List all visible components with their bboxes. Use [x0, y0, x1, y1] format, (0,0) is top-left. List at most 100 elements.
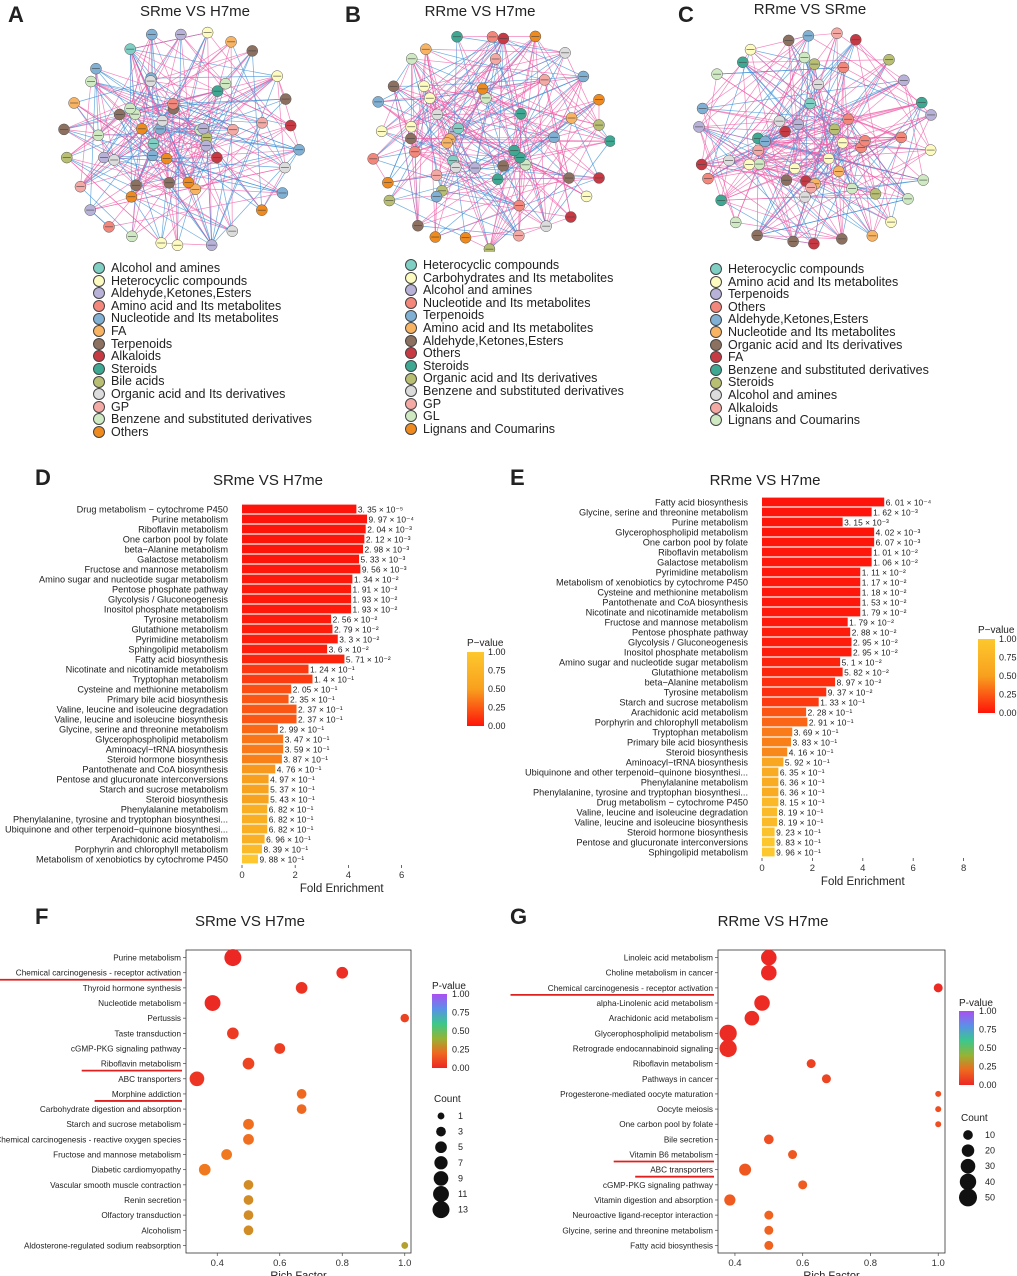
- network-edge: [441, 88, 483, 191]
- category-label: Sphingolipid metabolism: [648, 847, 748, 857]
- category-label: Ubiquinone and other terpenoid−quinone b…: [525, 767, 748, 777]
- bar: [242, 804, 268, 814]
- network-edge: [161, 242, 212, 246]
- legend-gradient: [959, 1011, 974, 1085]
- data-label: 9. 37 × 10⁻²: [828, 687, 873, 697]
- legend-tick-label: 1.00: [979, 1006, 997, 1016]
- legend-swatch: [405, 385, 417, 398]
- legend-swatch: [93, 388, 105, 401]
- bar: [762, 727, 793, 737]
- count-legend-label: 30: [985, 1161, 995, 1171]
- legend-label: Alcohol and amines: [423, 283, 533, 298]
- legend-label: Aldehyde,Ketones,Esters: [728, 312, 869, 327]
- network-edge: [453, 131, 476, 169]
- legend-label: Others: [423, 346, 461, 361]
- legend-title: P-value: [432, 981, 466, 992]
- bubble: [724, 1194, 736, 1206]
- legend-label: GL: [423, 409, 440, 424]
- count-legend-dot: [435, 1141, 447, 1154]
- legend-item: Steroids: [405, 360, 624, 373]
- data-label: 5. 71 × 10⁻²: [346, 654, 391, 664]
- bar: [762, 827, 775, 837]
- category-label: Chemical carcinogenesis - receptor activ…: [548, 984, 714, 993]
- data-label: 5. 37 × 10⁻¹: [270, 784, 315, 794]
- panel-letter-c: C: [678, 2, 694, 27]
- network-edge: [871, 137, 902, 236]
- network-edge: [817, 39, 857, 85]
- legend-swatch: [93, 337, 105, 350]
- category-label: Fatty acid biosynthesis: [630, 1241, 713, 1250]
- bar: [762, 787, 779, 797]
- data-label: 1. 93 × 10⁻²: [353, 604, 398, 614]
- bar: [242, 744, 284, 754]
- legend-item: Terpenoids: [405, 309, 624, 322]
- network-nodes: [367, 30, 615, 252]
- network-edge: [779, 118, 849, 122]
- bubble: [296, 1089, 307, 1099]
- network-edge: [702, 108, 849, 120]
- network-edge: [150, 77, 286, 168]
- bar: [242, 504, 357, 514]
- network-edge: [808, 35, 922, 103]
- network-edge: [389, 58, 496, 201]
- category-label: Pertussis: [147, 1014, 181, 1023]
- data-label: 8. 19 × 10⁻¹: [779, 817, 824, 827]
- data-label: 2. 79 × 10⁻²: [334, 624, 379, 634]
- legend-item: Nucleotide and Its metabolites: [710, 326, 929, 339]
- network-edge: [871, 114, 932, 237]
- legend-tick-label: 1.00: [488, 647, 506, 657]
- legend-item: Organic acid and Its derivatives: [710, 338, 929, 352]
- legend-label: Nucleotide and Its metabolites: [423, 295, 591, 310]
- legend-tick-label: 0.00: [452, 1063, 470, 1073]
- category-label: Diabetic cardiomyopathy: [91, 1166, 182, 1175]
- category-label: Riboflavin metabolism: [633, 1060, 713, 1069]
- data-label: 9. 23 × 10⁻¹: [776, 827, 821, 837]
- bar: [242, 764, 276, 774]
- network-edge: [411, 58, 547, 227]
- x-axis-label: Fold Enrichment: [821, 876, 906, 888]
- network-edge: [757, 198, 909, 236]
- network-edge: [387, 165, 504, 184]
- legend-swatch: [93, 325, 105, 338]
- legend-swatch: [710, 263, 722, 276]
- legend-item: Nucleotide and Its metabolites: [93, 312, 312, 325]
- network-edge: [759, 163, 909, 200]
- network-edge: [160, 128, 300, 151]
- legend-item: FA: [710, 351, 929, 364]
- network-edge: [113, 83, 226, 161]
- network-edge: [860, 147, 909, 200]
- data-label: 2. 99 × 10⁻¹: [279, 724, 324, 734]
- data-label: 1. 24 × 10⁻¹: [310, 664, 355, 674]
- legend-tick-label: 0.00: [488, 721, 506, 731]
- bar: [762, 687, 827, 697]
- network-edge: [261, 149, 300, 211]
- legend-swatch: [710, 301, 722, 314]
- category-label: Arachidonic acid metabolism: [111, 834, 228, 844]
- network-edge: [251, 50, 263, 211]
- bubble: [243, 1225, 254, 1236]
- count-legend-dot: [960, 1158, 976, 1174]
- legend-swatch: [93, 300, 105, 313]
- category-label: Pyrimidine metabolism: [136, 634, 229, 644]
- network-edge: [129, 41, 232, 109]
- network-edge: [131, 125, 291, 237]
- network-edge: [414, 151, 547, 227]
- network-edge: [129, 34, 182, 109]
- count-legend-title: Count: [961, 1113, 988, 1124]
- legend-item: Alcohol and amines: [710, 389, 929, 402]
- panel-letter-b: B: [345, 2, 361, 27]
- data-label: 5. 43 × 10⁻¹: [270, 794, 315, 804]
- network-edge: [447, 140, 611, 144]
- network-edge: [429, 97, 611, 142]
- network-edge: [701, 164, 815, 245]
- network-edge: [393, 85, 587, 197]
- legend-tick-label: 0.50: [979, 1043, 997, 1053]
- legend-label: Terpenoids: [728, 287, 790, 302]
- legend-title: P−value: [978, 625, 1015, 636]
- category-label: Purine metabolism: [113, 954, 181, 963]
- category-label: Fructose and mannose metabolism: [53, 1151, 181, 1160]
- data-label: 1. 4 × 10⁻¹: [314, 674, 354, 684]
- network-edge: [177, 34, 182, 246]
- category-label: Cysteine and methionine metabolism: [77, 684, 228, 694]
- network-edge: [276, 76, 300, 150]
